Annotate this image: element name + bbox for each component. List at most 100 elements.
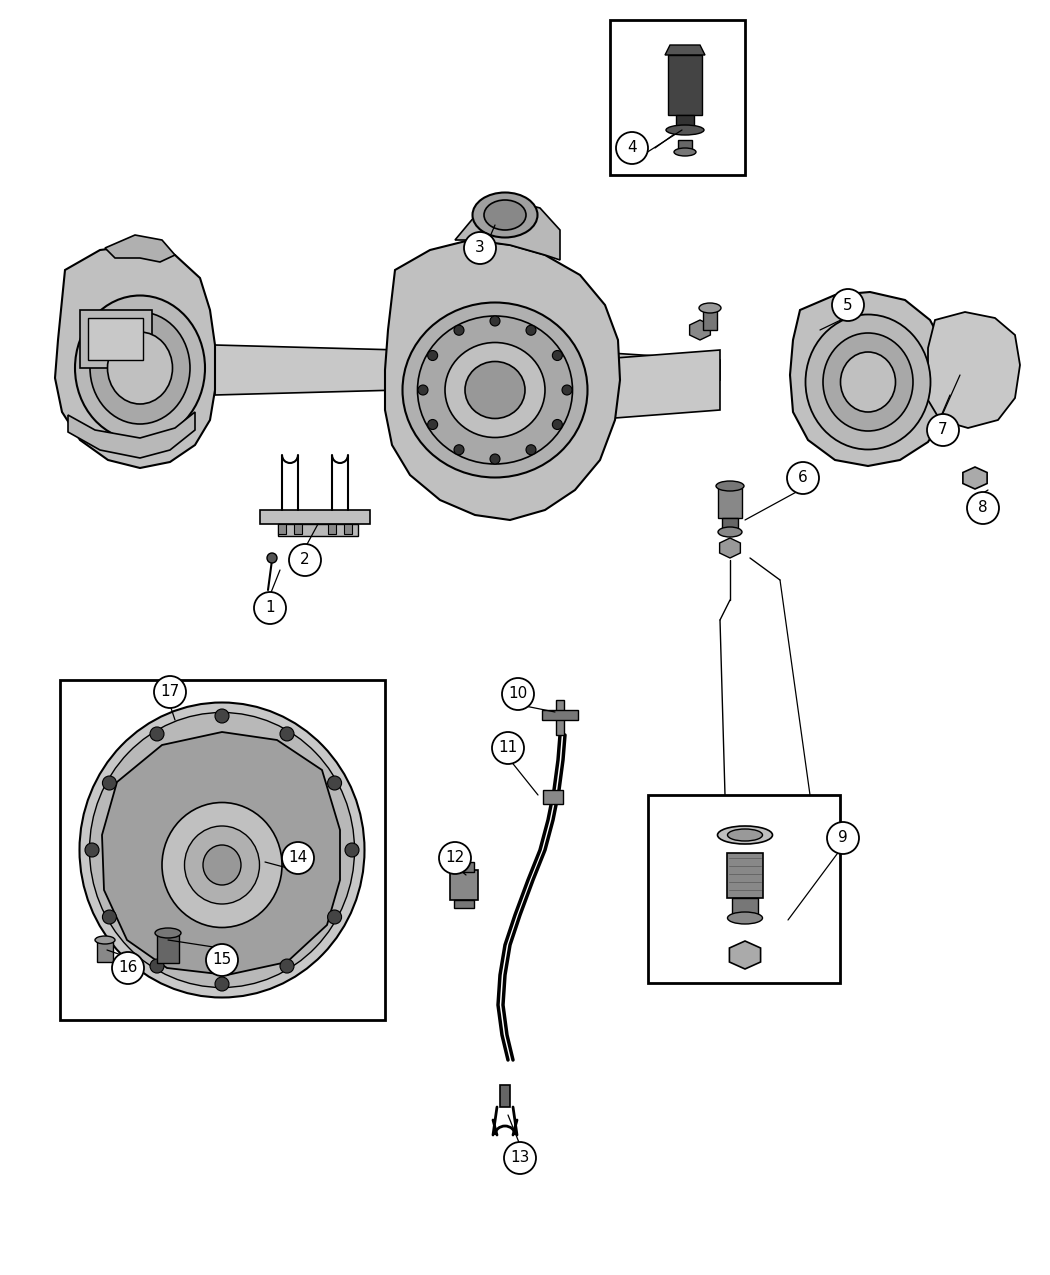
Ellipse shape — [840, 352, 896, 412]
Text: 11: 11 — [499, 741, 518, 756]
Bar — [676, 115, 694, 128]
Circle shape — [150, 959, 164, 973]
Bar — [732, 898, 758, 915]
Circle shape — [927, 414, 959, 446]
Text: 16: 16 — [119, 960, 138, 975]
Text: 17: 17 — [161, 685, 180, 700]
Bar — [556, 700, 564, 734]
Text: 14: 14 — [289, 850, 308, 866]
Bar — [88, 317, 143, 360]
Ellipse shape — [107, 332, 172, 404]
Circle shape — [345, 843, 359, 857]
Circle shape — [427, 351, 438, 361]
Polygon shape — [730, 941, 760, 969]
Bar — [328, 524, 336, 534]
Ellipse shape — [418, 316, 572, 464]
Ellipse shape — [718, 527, 742, 537]
Ellipse shape — [805, 315, 930, 450]
Circle shape — [328, 776, 341, 790]
Bar — [718, 488, 742, 518]
Ellipse shape — [666, 125, 704, 135]
Polygon shape — [615, 351, 720, 418]
Circle shape — [267, 553, 277, 564]
Circle shape — [328, 910, 341, 924]
Ellipse shape — [75, 296, 205, 440]
Text: 13: 13 — [510, 1150, 529, 1165]
Circle shape — [206, 944, 238, 975]
Bar — [704, 310, 717, 330]
Circle shape — [492, 732, 524, 764]
Polygon shape — [105, 235, 175, 261]
Circle shape — [464, 232, 496, 264]
Ellipse shape — [823, 333, 914, 431]
Circle shape — [280, 727, 294, 741]
Circle shape — [454, 325, 464, 335]
Ellipse shape — [465, 362, 525, 418]
Text: 6: 6 — [798, 470, 807, 486]
Circle shape — [562, 385, 572, 395]
Polygon shape — [215, 346, 400, 395]
Polygon shape — [68, 412, 195, 458]
Text: 3: 3 — [475, 241, 485, 255]
Bar — [648, 796, 840, 983]
Bar — [450, 870, 478, 900]
Bar — [80, 310, 152, 368]
Bar — [610, 20, 746, 175]
Circle shape — [103, 776, 117, 790]
Circle shape — [616, 133, 648, 164]
Text: 12: 12 — [445, 850, 464, 866]
Circle shape — [502, 678, 534, 710]
Ellipse shape — [203, 845, 242, 885]
Circle shape — [832, 289, 864, 321]
Circle shape — [418, 385, 428, 395]
Circle shape — [490, 454, 500, 464]
Circle shape — [552, 351, 563, 361]
Circle shape — [215, 977, 229, 991]
Circle shape — [454, 445, 464, 455]
Circle shape — [526, 325, 536, 335]
Ellipse shape — [699, 303, 721, 312]
Circle shape — [427, 419, 438, 430]
Ellipse shape — [674, 148, 696, 156]
Ellipse shape — [185, 826, 259, 904]
Circle shape — [112, 952, 144, 984]
Text: 2: 2 — [300, 552, 310, 567]
Bar — [97, 942, 113, 963]
Bar — [668, 55, 702, 115]
Polygon shape — [55, 245, 215, 468]
Text: 1: 1 — [266, 601, 275, 616]
Circle shape — [504, 1142, 536, 1174]
Bar — [278, 524, 358, 536]
Bar — [722, 518, 738, 530]
Polygon shape — [385, 240, 620, 520]
Polygon shape — [102, 732, 340, 975]
Circle shape — [827, 822, 859, 854]
Circle shape — [439, 842, 471, 873]
Bar — [727, 853, 763, 898]
Ellipse shape — [728, 829, 762, 842]
Ellipse shape — [728, 912, 762, 924]
Ellipse shape — [162, 802, 282, 927]
Bar — [454, 900, 474, 908]
Ellipse shape — [80, 703, 364, 997]
Circle shape — [215, 709, 229, 723]
Circle shape — [967, 492, 999, 524]
Circle shape — [85, 843, 99, 857]
Circle shape — [282, 842, 314, 873]
Bar — [454, 862, 474, 872]
Text: 15: 15 — [212, 952, 232, 968]
Circle shape — [289, 544, 321, 576]
Bar — [294, 524, 302, 534]
Bar — [278, 524, 286, 534]
Polygon shape — [665, 45, 705, 55]
Circle shape — [490, 316, 500, 326]
Text: 4: 4 — [627, 140, 636, 156]
Bar — [500, 1085, 510, 1107]
Polygon shape — [690, 320, 711, 340]
Circle shape — [254, 592, 286, 623]
Circle shape — [526, 445, 536, 455]
Text: 8: 8 — [979, 501, 988, 515]
Ellipse shape — [402, 302, 588, 478]
Bar — [60, 680, 385, 1020]
Bar — [260, 510, 370, 524]
